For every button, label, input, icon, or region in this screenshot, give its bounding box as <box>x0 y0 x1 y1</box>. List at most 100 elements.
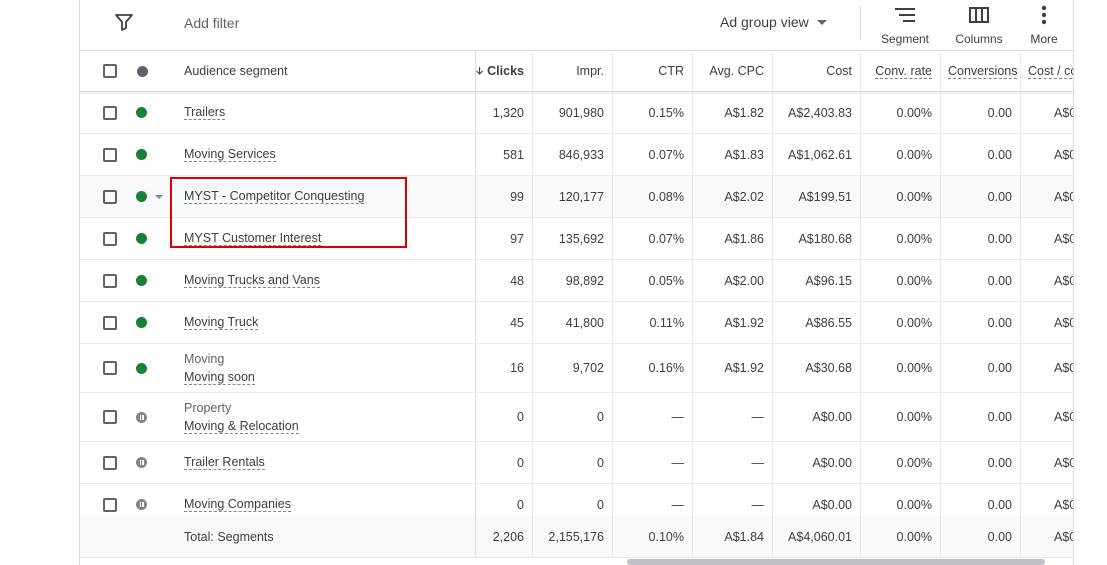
cell-impr: 41,800 <box>565 315 604 330</box>
row-checkbox[interactable] <box>100 176 120 217</box>
row-status[interactable] <box>136 260 176 301</box>
ad-group-view-dropdown[interactable]: Ad group view <box>720 14 827 30</box>
cell-clicks: 45 <box>510 315 524 330</box>
filter-icon[interactable] <box>114 12 134 32</box>
segment-name-link[interactable]: Moving soon <box>184 369 255 385</box>
header-cost-per-conv[interactable]: Cost / conv. <box>1020 51 1073 91</box>
segment-parent-category: Moving <box>184 351 225 366</box>
more-vert-icon <box>1041 4 1047 26</box>
cell-ctr: 0.08% <box>648 189 684 204</box>
status-header[interactable] <box>135 51 149 91</box>
header-impr[interactable]: Impr. <box>576 64 604 78</box>
cell-cost: A$1,062.61 <box>788 147 852 162</box>
enabled-status-icon <box>136 317 147 328</box>
row-checkbox[interactable] <box>100 393 120 441</box>
checkbox[interactable] <box>103 455 117 470</box>
total-ctr: 0.10% <box>648 529 684 544</box>
checkbox[interactable] <box>103 273 117 288</box>
row-checkbox[interactable] <box>100 442 120 483</box>
table-row[interactable]: Moving Truck 45 41,800 0.11% A$1.92 A$86… <box>80 302 1073 344</box>
row-status[interactable] <box>136 92 176 133</box>
row-checkbox[interactable] <box>100 92 120 133</box>
header-conversions[interactable]: Conversions <box>940 51 1020 91</box>
row-status[interactable] <box>136 393 176 441</box>
add-filter-button[interactable]: Add filter <box>184 15 240 31</box>
cell-ctr: 0.16% <box>648 361 684 375</box>
enabled-status-icon <box>136 107 147 118</box>
table-row[interactable]: Property Moving & Relocation 0 0 — — A$0.… <box>80 393 1073 442</box>
cell-cost-per-conv: A$0.00 <box>1054 497 1073 512</box>
checkbox[interactable] <box>103 64 117 78</box>
header-ctr[interactable]: CTR <box>658 64 684 78</box>
cell-impr: 846,933 <box>558 147 604 162</box>
more-button[interactable]: More <box>1014 4 1073 46</box>
header-avg-cpc[interactable]: Avg. CPC <box>709 64 764 78</box>
table-row[interactable]: Trailer Rentals 0 0 — — A$0.00 0.00% 0.0… <box>80 442 1073 484</box>
segment-cell: Moving Truck <box>184 302 474 343</box>
segment-name-link[interactable]: MYST - Competitor Conquesting <box>184 189 365 204</box>
table-row[interactable]: Moving Trucks and Vans 48 98,892 0.05% A… <box>80 260 1073 302</box>
segment-name-link[interactable]: Moving Trucks and Vans <box>184 273 320 288</box>
cell-impr: 120,177 <box>558 189 604 204</box>
segment-icon <box>894 4 916 26</box>
segment-name-link[interactable]: Moving Services <box>184 147 276 162</box>
cell-conversions: 0.00 <box>987 273 1012 288</box>
segment-cell: Moving Moving soon <box>184 344 474 392</box>
table-row[interactable]: Moving Services 581 846,933 0.07% A$1.83… <box>80 134 1073 176</box>
table-row[interactable]: Moving Moving soon 16 9,702 0.16% A$1.92 … <box>80 344 1073 393</box>
segment-name-link[interactable]: MYST Customer Interest <box>184 231 322 246</box>
header-audience-segment[interactable]: Audience segment <box>184 64 288 78</box>
row-status[interactable] <box>136 134 176 175</box>
row-status[interactable] <box>136 302 176 343</box>
checkbox[interactable] <box>103 105 117 120</box>
row-checkbox[interactable] <box>100 484 120 525</box>
segment-name-link[interactable]: Moving & Relocation <box>184 418 299 434</box>
segment-name-link[interactable]: Moving Companies <box>184 497 291 512</box>
checkbox[interactable] <box>103 315 117 330</box>
checkbox[interactable] <box>103 231 117 246</box>
paused-status-icon <box>136 411 147 423</box>
cell-conv-rate: 0.00% <box>896 497 932 512</box>
cell-conversions: 0.00 <box>987 315 1012 330</box>
cell-avg-cpc: A$2.00 <box>724 273 764 288</box>
header-conversions-label: Conversions <box>948 63 1018 79</box>
columns-button[interactable]: Columns <box>949 4 1009 46</box>
header-conv-rate[interactable]: Conv. rate <box>860 51 940 91</box>
row-checkbox[interactable] <box>100 302 120 343</box>
table-row[interactable]: Moving Companies 0 0 — — A$0.00 0.00% 0.… <box>80 484 1073 526</box>
cell-cost-per-conv: A$0.00 <box>1054 105 1073 120</box>
select-all-checkbox[interactable] <box>100 51 120 91</box>
segment-name-link[interactable]: Moving Truck <box>184 315 259 330</box>
table-row[interactable]: MYST Customer Interest 97 135,692 0.07% … <box>80 218 1073 260</box>
checkbox[interactable] <box>103 410 117 424</box>
segment-name-link[interactable]: Trailer Rentals <box>184 455 265 470</box>
row-status[interactable] <box>136 176 176 217</box>
segment-name-link[interactable]: Trailers <box>184 105 226 120</box>
table-row[interactable]: MYST - Competitor Conquesting 99 120,177… <box>80 176 1073 218</box>
row-checkbox[interactable] <box>100 260 120 301</box>
total-conversions: 0.00 <box>987 529 1012 544</box>
checkbox[interactable] <box>103 361 117 375</box>
columns-label: Columns <box>955 32 1003 46</box>
row-checkbox[interactable] <box>100 134 120 175</box>
status-dropdown-caret-icon[interactable] <box>155 194 163 199</box>
horizontal-scrollbar[interactable] <box>627 559 1045 565</box>
toolbar-divider <box>860 6 861 40</box>
checkbox[interactable] <box>103 189 117 204</box>
row-checkbox[interactable] <box>100 344 120 392</box>
cell-clicks: 0 <box>517 455 524 470</box>
segment-button[interactable]: Segment <box>875 4 935 46</box>
checkbox[interactable] <box>103 497 117 512</box>
enabled-status-icon <box>136 275 147 286</box>
table-row[interactable]: Trailers 1,320 901,980 0.15% A$1.82 A$2,… <box>80 92 1073 134</box>
row-status[interactable] <box>136 484 176 525</box>
checkbox[interactable] <box>103 147 117 162</box>
header-cost[interactable]: Cost <box>826 64 852 78</box>
row-status[interactable] <box>136 442 176 483</box>
cell-conv-rate: 0.00% <box>896 361 932 375</box>
cell-cost: A$96.15 <box>805 273 852 288</box>
header-clicks[interactable]: Clicks <box>475 51 532 91</box>
row-status[interactable] <box>136 218 176 259</box>
row-checkbox[interactable] <box>100 218 120 259</box>
row-status[interactable] <box>136 344 176 392</box>
